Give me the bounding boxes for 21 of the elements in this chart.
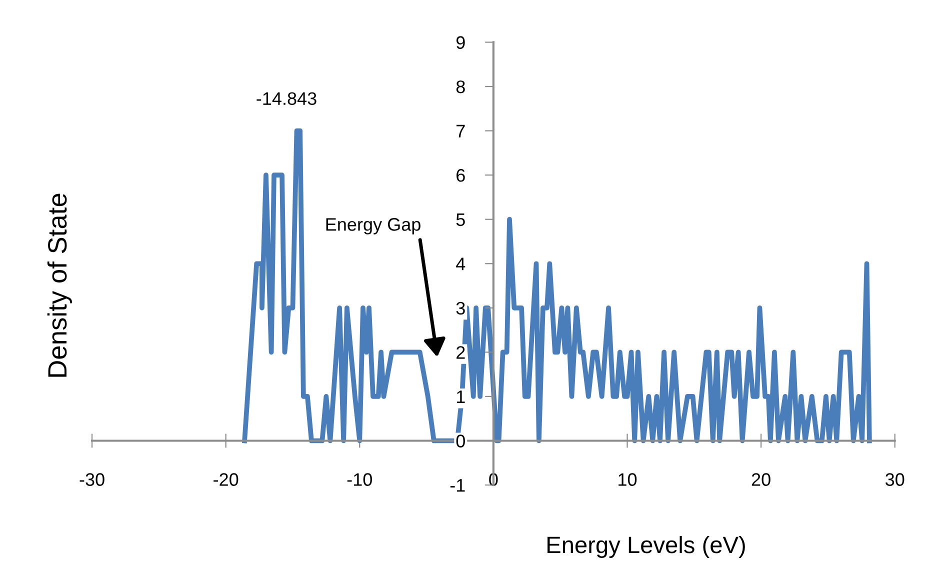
y-tick-label: 7: [456, 124, 465, 138]
x-tick-label: 30: [886, 473, 904, 486]
x-tick-label: -30: [80, 473, 104, 486]
x-tick-label: 10: [618, 473, 637, 486]
y-tick-label: 8: [456, 80, 465, 94]
y-tick-label: -1: [450, 479, 465, 492]
y-tick-label: 3: [456, 302, 465, 315]
y-tick-label: 4: [456, 258, 466, 270]
x-tick-label: 20: [752, 473, 770, 486]
y-axis-title: Density of State: [47, 194, 72, 377]
annotation: -14.843: [256, 92, 316, 105]
y-tick-label: 9: [456, 36, 465, 49]
y-tick-label: 5: [456, 213, 465, 226]
y-tick-label: 0: [456, 434, 465, 448]
y-tick-label: 1: [457, 390, 465, 404]
x-tick-label: -10: [347, 473, 372, 486]
x-axis-title: Energy Levels (eV): [548, 536, 745, 558]
y-tick-label: 2: [456, 346, 465, 359]
annotation: Energy Gap: [326, 218, 420, 234]
x-tick-label: -20: [214, 473, 238, 486]
y-tick-label: 6: [456, 169, 465, 182]
